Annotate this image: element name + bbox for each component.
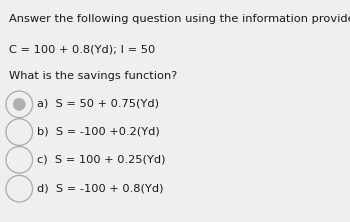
Text: Answer the following question using the information provided:: Answer the following question using the … [9,14,350,24]
Text: d)  S = -100 + 0.8(Yd): d) S = -100 + 0.8(Yd) [37,183,163,193]
Text: a)  S = 50 + 0.75(Yd): a) S = 50 + 0.75(Yd) [37,99,159,109]
Ellipse shape [13,98,25,110]
Text: c)  S = 100 + 0.25(Yd): c) S = 100 + 0.25(Yd) [37,154,165,164]
Text: What is the savings function?: What is the savings function? [9,71,177,81]
Text: b)  S = -100 +0.2(Yd): b) S = -100 +0.2(Yd) [37,127,160,137]
Text: C = 100 + 0.8(Yd); I = 50: C = 100 + 0.8(Yd); I = 50 [9,44,155,54]
